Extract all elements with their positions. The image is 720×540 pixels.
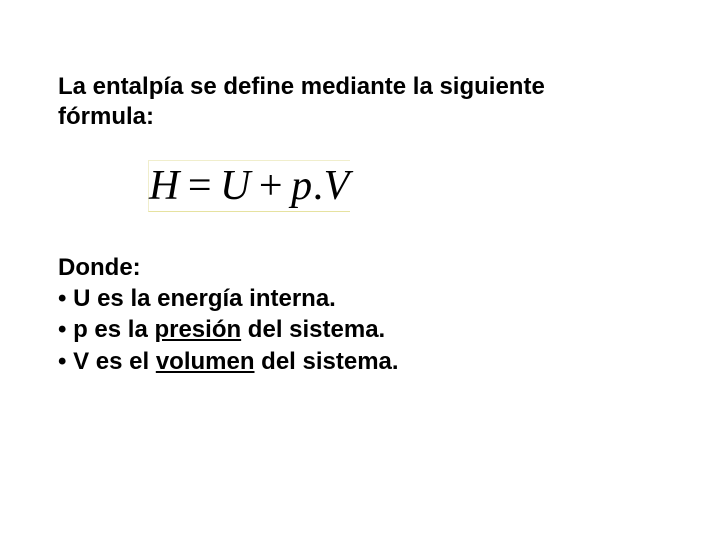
definition-item: • p es la presión del sistema. [58, 314, 618, 345]
formula-p: p [291, 163, 313, 209]
formula-V: V [324, 163, 350, 209]
definition-text-post: del sistema. [241, 316, 385, 343]
bullet: • [58, 316, 73, 343]
formula-box: H=U+p.V [148, 160, 350, 212]
intro-text: La entalpía se define mediante la siguie… [58, 72, 618, 132]
definition-item: • U es la energía interna. [58, 283, 618, 314]
equals-sign: = [180, 163, 220, 209]
link-presion[interactable]: presión [154, 316, 241, 343]
definitions-block: Donde: • U es la energía interna. • p es… [58, 252, 618, 377]
definition-item: • V es el volumen del sistema. [58, 346, 618, 377]
plus-sign: + [251, 163, 291, 209]
formula-H: H [149, 163, 180, 209]
link-volumen[interactable]: volumen [156, 348, 255, 375]
bullet: • [58, 348, 73, 375]
definition-text: U es la energía interna. [73, 285, 336, 312]
formula-U: U [220, 163, 251, 209]
slide-content: La entalpía se define mediante la siguie… [58, 72, 618, 377]
bullet: • [58, 285, 73, 312]
formula-container: H=U+p.V [148, 160, 618, 212]
definition-text-post: del sistema. [255, 348, 399, 375]
definition-text-pre: V es el [73, 348, 156, 375]
donde-label: Donde: [58, 252, 618, 283]
formula-dot: . [313, 163, 324, 209]
definition-text-pre: p es la [73, 316, 154, 343]
formula: H=U+p.V [149, 163, 350, 209]
